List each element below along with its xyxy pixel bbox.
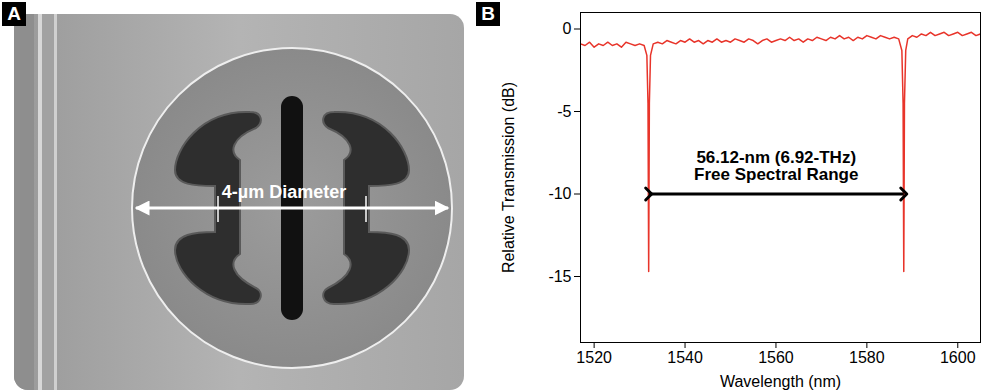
svg-text:1580: 1580 [849, 349, 885, 366]
svg-text:-15: -15 [548, 268, 571, 285]
svg-text:1540: 1540 [667, 349, 703, 366]
svg-text:Relative Transmission (dB): Relative Transmission (dB) [500, 82, 517, 273]
svg-text:-10: -10 [548, 185, 571, 202]
svg-text:1600: 1600 [940, 349, 976, 366]
svg-text:-5: -5 [557, 103, 571, 120]
svg-text:0: 0 [563, 20, 572, 37]
html-text:B: B [481, 3, 495, 24]
svg-text:4-µm Diameter: 4-µm Diameter [222, 182, 346, 202]
svg-text:56.12-nm (6.92-THz)Free Spectr: 56.12-nm (6.92-THz)Free Spectral Range [694, 148, 858, 184]
svg-text:Wavelength (nm): Wavelength (nm) [720, 373, 841, 390]
html-text:A: A [7, 3, 21, 24]
svg-text:1560: 1560 [758, 349, 794, 366]
svg-text:1520: 1520 [576, 349, 612, 366]
